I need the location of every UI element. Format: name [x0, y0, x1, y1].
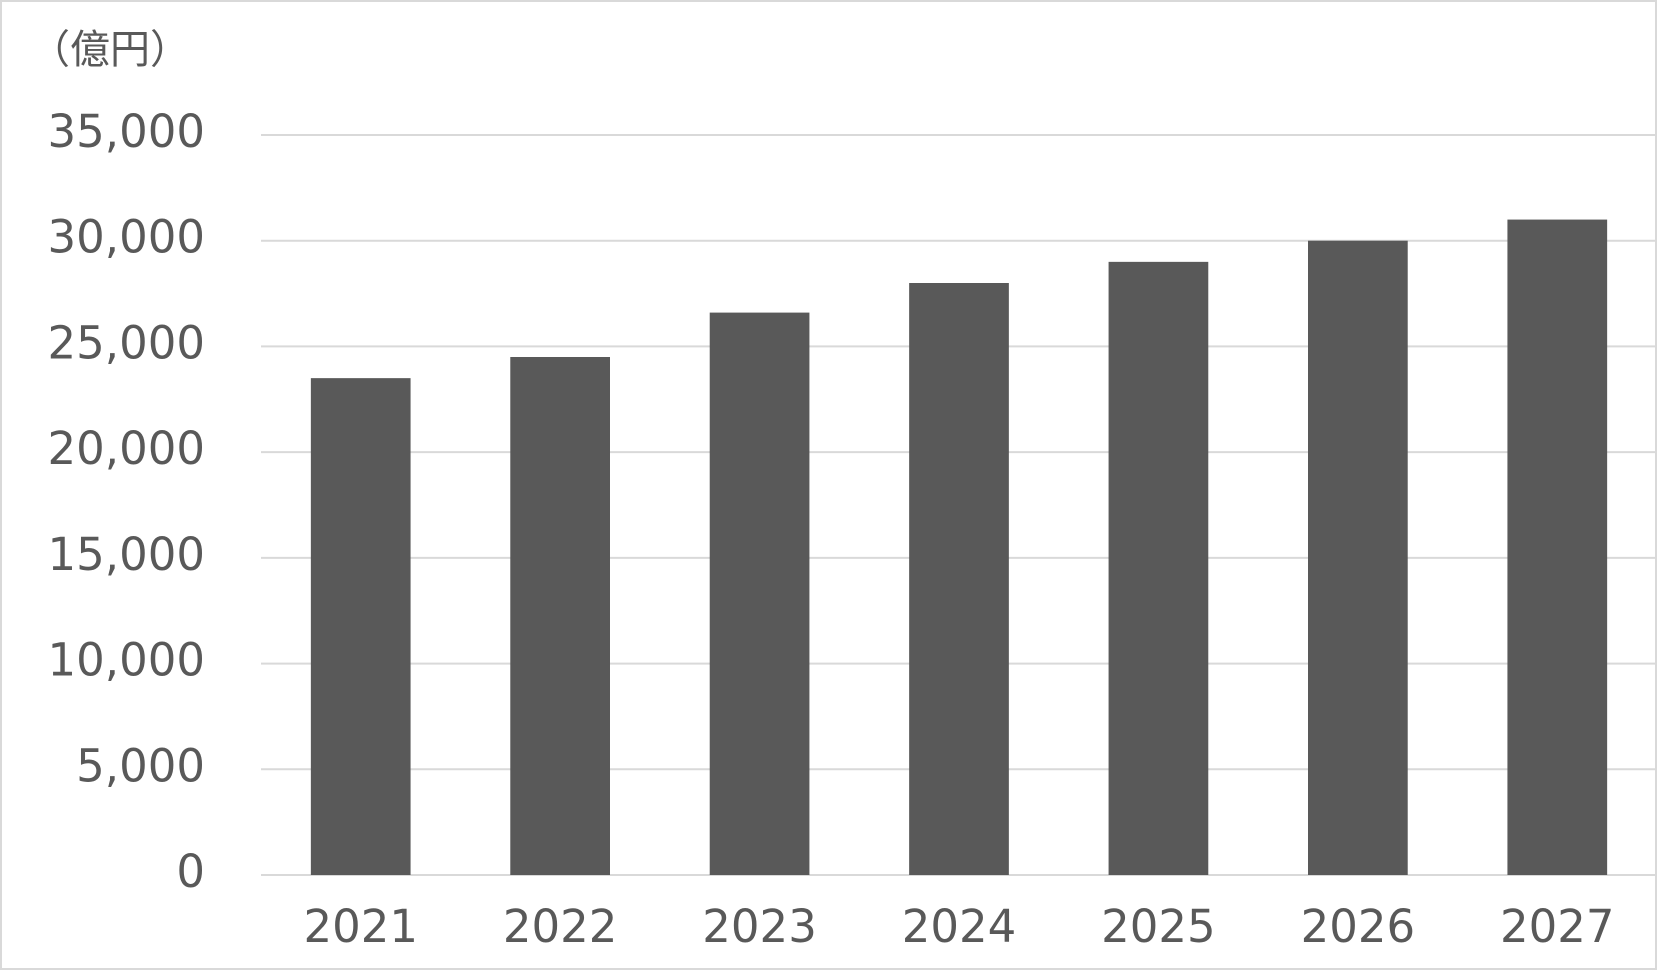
- y-tick-label: 35,000: [48, 105, 205, 158]
- x-tick-label: 2025: [1101, 900, 1216, 953]
- bar: [1108, 261, 1209, 875]
- y-tick-label: 25,000: [48, 316, 205, 369]
- y-axis-label: （億円）: [30, 27, 190, 73]
- bar: [510, 357, 610, 875]
- x-tick-label: 2026: [1301, 900, 1416, 953]
- y-tick-label: 15,000: [48, 528, 205, 581]
- x-tick-label: 2027: [1500, 900, 1615, 953]
- bar: [310, 378, 411, 875]
- bar: [1308, 240, 1408, 875]
- y-tick-label: 5,000: [76, 739, 205, 792]
- bar: [1507, 219, 1608, 876]
- x-tick-label: 2021: [303, 900, 418, 953]
- x-tick-label: 2023: [702, 900, 817, 953]
- x-tick-label: 2024: [902, 900, 1017, 953]
- y-tick-label: 20,000: [48, 422, 205, 475]
- bar: [909, 283, 1009, 875]
- bar: [709, 312, 810, 876]
- x-tick-label: 2022: [503, 900, 618, 953]
- y-tick-label: 30,000: [48, 211, 205, 264]
- y-tick-label: 10,000: [48, 634, 205, 687]
- y-tick-label: 0: [176, 845, 205, 898]
